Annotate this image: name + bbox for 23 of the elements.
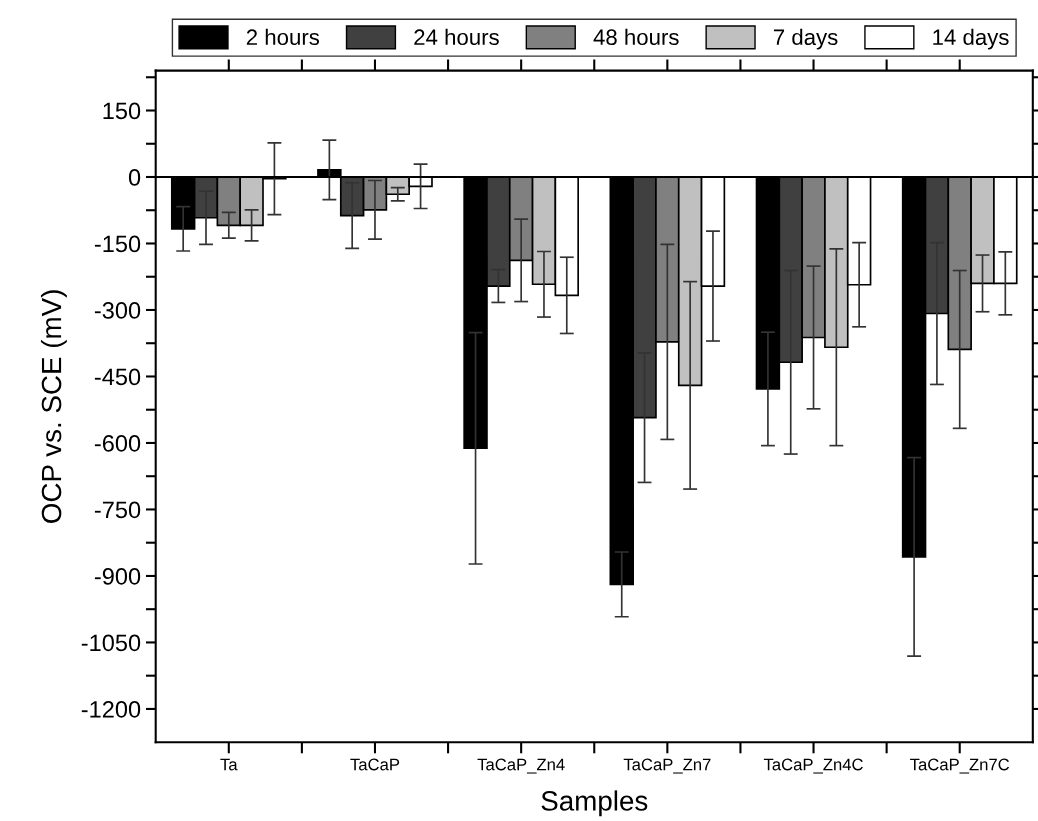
y-tick-label: -1200 bbox=[81, 701, 141, 718]
y-tick-label: -450 bbox=[94, 368, 141, 386]
x-tick-label: TaCaP_Zn4C bbox=[763, 758, 863, 774]
y-tick-label: -1050 bbox=[81, 634, 141, 652]
x-tick-label: TaCaP_Zn4 bbox=[477, 758, 565, 774]
y-tick-label: -300 bbox=[94, 302, 141, 319]
legend-label: 24 hours bbox=[414, 28, 499, 46]
y-tick-label: -600 bbox=[94, 435, 141, 452]
x-tick-label: TaCaP_Zn7 bbox=[623, 758, 711, 774]
y-tick-label: -750 bbox=[94, 501, 141, 519]
x-tick-label: TaCaP_Zn7C bbox=[910, 758, 1010, 774]
y-tick-label: -150 bbox=[94, 235, 141, 253]
x-axis-title: Samples bbox=[541, 790, 648, 817]
legend-label: 14 days bbox=[933, 28, 1009, 50]
y-tick-label: 0 bbox=[128, 169, 141, 186]
y-axis-title: OCP vs. SCE (mV) bbox=[40, 290, 67, 523]
x-tick-label: Ta bbox=[220, 758, 238, 771]
y-tick-label: 150 bbox=[103, 102, 141, 120]
legend-label: 7 days bbox=[773, 28, 838, 50]
y-tick-label: -900 bbox=[94, 568, 141, 585]
x-tick-label: TaCaP bbox=[350, 758, 400, 771]
legend-label: 2 hours bbox=[246, 28, 320, 46]
legend-label: 48 hours bbox=[593, 28, 679, 46]
